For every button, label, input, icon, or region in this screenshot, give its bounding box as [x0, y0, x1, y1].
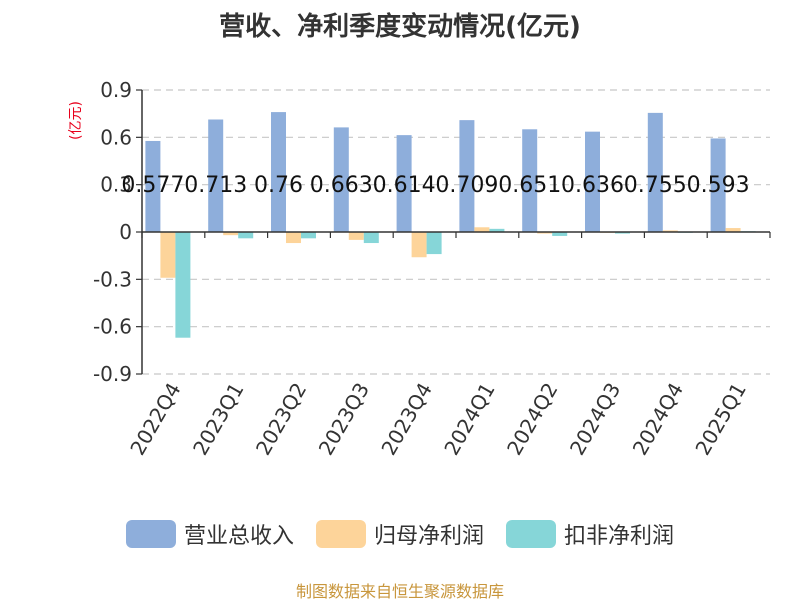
x-tick-label: 2024Q3	[565, 379, 625, 460]
bar-net-profit	[223, 232, 239, 236]
bar-deducted-profit	[301, 232, 316, 239]
bar-revenue	[522, 129, 538, 232]
legend-item-deducted-profit[interactable]: 扣非净利润	[506, 518, 674, 550]
bar-deducted-profit	[615, 232, 630, 234]
bar-net-profit	[725, 228, 741, 232]
y-axis-tick-labels: 0.9 0.6 0.3 0 -0.3 -0.6 -0.9	[93, 78, 132, 386]
x-tick-label: 2023Q2	[251, 379, 311, 460]
bar-net-profit	[474, 227, 490, 232]
data-label-revenue: 0.76	[254, 173, 303, 198]
legend-swatch-deducted-profit	[506, 520, 556, 548]
data-labels: 0.577 0.713 0.76 0.663 0.614 0.709 0.651 0.636 0…	[121, 173, 749, 198]
x-axis-tick-labels: 2022Q4 2023Q1 2023Q2 2023Q3 2023Q4 2024Q1 2024…	[125, 379, 751, 460]
bar-revenue	[396, 135, 412, 232]
legend-item-net-profit[interactable]: 归母净利润	[315, 518, 484, 550]
bar-net-profit	[160, 232, 176, 278]
data-label-revenue: 0.755	[624, 173, 687, 198]
data-label-revenue: 0.651	[498, 173, 561, 198]
legend-swatch-net-profit	[315, 520, 366, 548]
bar-revenue	[585, 131, 600, 232]
y-tick-label: 0	[119, 220, 132, 244]
y-axis-unit: (亿元)	[68, 101, 84, 140]
y-axis-unit-label: (亿元)	[68, 101, 84, 140]
legend-swatch-revenue	[125, 520, 176, 548]
bar-revenue	[145, 140, 161, 232]
chart-title: 营收、净利季度变动情况(亿元)	[219, 12, 581, 42]
bar-deducted-profit	[426, 232, 442, 255]
bar-net-profit	[537, 232, 553, 234]
bar-deducted-profit	[238, 232, 254, 239]
legend-item-revenue[interactable]: 营业总收入	[125, 518, 294, 550]
data-label-revenue: 0.636	[561, 173, 624, 198]
data-label-revenue: 0.614	[373, 173, 436, 198]
legend: 营业总收入 归母净利润 扣非净利润	[0, 518, 800, 550]
data-label-revenue: 0.663	[310, 173, 373, 198]
y-tick-label: -0.9	[93, 362, 132, 386]
data-source: 制图数据来自恒生聚源数据库	[295, 582, 504, 601]
bar-net-profit	[662, 230, 678, 232]
y-tick-label: 0.3	[100, 173, 132, 197]
x-tick-label: 2022Q4	[125, 379, 185, 460]
x-tick-label: 2024Q4	[628, 379, 688, 460]
legend-label-net-profit: 归母净利润	[373, 524, 484, 549]
x-tick-label: 2024Q2	[502, 379, 562, 460]
y-tick-label: -0.6	[93, 315, 132, 339]
x-tick-label: 2023Q4	[376, 379, 436, 460]
x-tick-label: 2024Q1	[439, 379, 499, 460]
bar-revenue	[333, 127, 349, 232]
x-tick-label: 2023Q1	[188, 379, 248, 460]
bar-deducted-profit	[552, 232, 568, 236]
x-tick-label: 2025Q1	[690, 379, 750, 460]
bar-revenue	[208, 119, 224, 232]
data-label-revenue: 0.577	[121, 173, 184, 198]
data-label-revenue: 0.713	[184, 173, 247, 198]
bars	[145, 112, 756, 338]
bar-deducted-profit	[363, 232, 379, 244]
bar-revenue	[271, 112, 286, 232]
grid-lines	[136, 89, 770, 375]
data-label-revenue: 0.709	[435, 173, 498, 198]
legend-label-deducted-profit: 扣非净利润	[564, 524, 675, 549]
y-tick-label: -0.3	[93, 267, 132, 291]
x-tick-label: 2023Q3	[314, 379, 374, 460]
bar-deducted-profit	[175, 232, 191, 338]
axes	[141, 90, 771, 374]
data-label-revenue: 0.593	[687, 173, 750, 198]
legend-label-revenue: 营业总收入	[183, 524, 294, 549]
bar-deducted-profit	[489, 228, 505, 232]
bar-revenue	[647, 112, 663, 232]
bar-revenue	[710, 138, 726, 232]
bar-revenue	[459, 120, 475, 232]
bar-net-profit	[348, 232, 364, 240]
y-tick-label: 0.9	[100, 78, 132, 102]
bar-net-profit	[411, 232, 427, 258]
bar-net-profit	[286, 232, 301, 244]
y-tick-label: 0.6	[100, 125, 132, 149]
